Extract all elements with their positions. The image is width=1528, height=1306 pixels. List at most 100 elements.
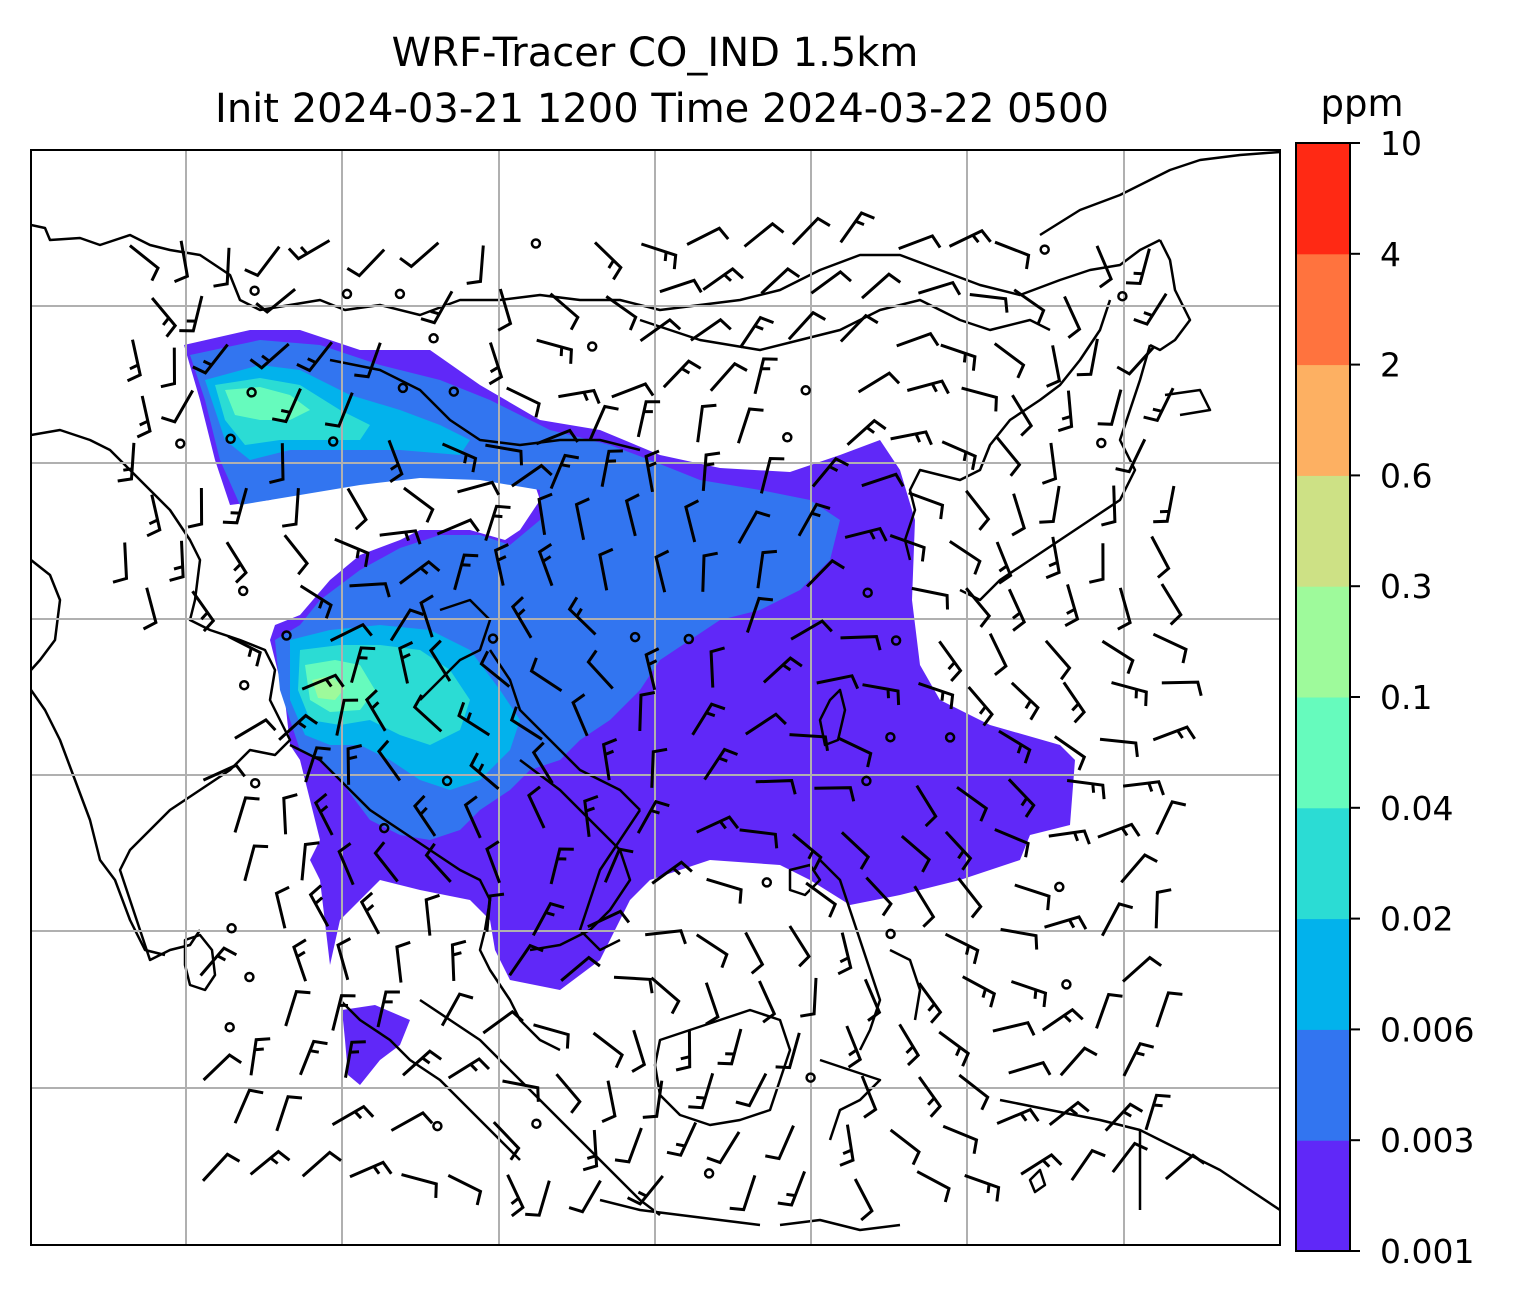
wind-barb xyxy=(898,1023,921,1067)
calm-wind-marker xyxy=(530,238,542,249)
wind-barb xyxy=(271,387,302,424)
wind-barb xyxy=(376,739,402,782)
wind-barb xyxy=(840,831,871,870)
wind-barb xyxy=(424,842,452,883)
calm-wind-marker xyxy=(885,928,896,940)
wind-barb xyxy=(1020,1152,1063,1176)
wind-barb xyxy=(1013,288,1046,324)
calm-wind-marker xyxy=(629,631,641,643)
wind-barb xyxy=(508,943,544,977)
calm-wind-marker xyxy=(225,433,236,445)
wind-barb xyxy=(395,940,411,983)
wind-barb xyxy=(739,828,779,849)
wind-barb xyxy=(275,1095,303,1132)
wind-barb xyxy=(1095,992,1123,1029)
wind-barb xyxy=(485,443,523,466)
wind-barb xyxy=(567,596,597,636)
wind-barb xyxy=(1161,680,1203,697)
wind-barb xyxy=(126,339,142,383)
colorbar-tick-label: 0.6 xyxy=(1380,456,1432,495)
wind-barb xyxy=(1152,632,1188,664)
wind-barb xyxy=(537,492,553,536)
colorbar-tick-label: 0.1 xyxy=(1380,678,1432,717)
wind-barb xyxy=(142,587,158,631)
wind-barb xyxy=(911,586,949,610)
wind-barb xyxy=(948,540,982,575)
wind-barb xyxy=(845,1025,863,1069)
wind-barb xyxy=(814,786,856,802)
wind-barb xyxy=(525,1180,551,1217)
calm-wind-marker xyxy=(761,877,773,888)
calm-wind-marker xyxy=(944,732,956,743)
wind-barb xyxy=(1125,248,1151,286)
wind-barb xyxy=(736,407,764,444)
wind-barb xyxy=(283,534,310,576)
wind-barb xyxy=(743,221,785,248)
wind-barb xyxy=(890,430,933,446)
wind-barb xyxy=(1053,735,1087,771)
wind-barb xyxy=(1000,927,1039,950)
wind-barb xyxy=(917,982,943,1024)
wind-barb xyxy=(389,608,424,642)
wind-barb xyxy=(593,241,623,281)
wind-barb xyxy=(555,1073,582,1114)
wind-barb xyxy=(636,400,661,438)
calm-wind-marker xyxy=(244,971,255,983)
calm-wind-marker xyxy=(890,635,902,646)
calm-wind-marker xyxy=(428,333,439,344)
calm-wind-marker xyxy=(531,1118,542,1129)
calm-wind-marker xyxy=(487,633,499,644)
wind-barb xyxy=(509,706,543,741)
wind-barb xyxy=(558,388,601,405)
wind-barb xyxy=(227,634,262,667)
wind-barb xyxy=(1133,292,1168,326)
wind-barb xyxy=(390,1111,434,1132)
wind-barb xyxy=(1007,588,1027,632)
map-panel xyxy=(31,150,1280,1245)
wind-barb xyxy=(364,689,387,732)
title-line-1: WRF-Tracer CO_IND 1.5km xyxy=(392,30,919,76)
wind-barb xyxy=(1066,779,1106,800)
colorbar-tick-label: 2 xyxy=(1380,346,1401,385)
wind-barb xyxy=(346,744,363,785)
wind-barb xyxy=(729,1174,757,1212)
wind-barb xyxy=(269,443,285,485)
tracer-band-0001-south xyxy=(342,1005,410,1085)
wind-barb xyxy=(1048,1100,1090,1126)
colorbar-tick-label: 0.001 xyxy=(1380,1232,1474,1271)
wind-barb xyxy=(331,1104,375,1126)
wind-barb xyxy=(292,938,308,982)
wind-barb xyxy=(792,833,823,871)
wind-barb xyxy=(642,1080,664,1119)
wind-barb xyxy=(1160,583,1183,626)
wind-barb xyxy=(233,1088,264,1124)
wind-barb xyxy=(857,371,901,394)
wind-barb xyxy=(1154,888,1172,929)
wind-barb xyxy=(484,504,511,542)
wind-barb xyxy=(301,673,345,691)
wind-barb xyxy=(688,1072,715,1110)
wind-barb xyxy=(234,717,277,740)
colorbar-tick-label: 0.3 xyxy=(1380,567,1432,606)
wind-barb xyxy=(401,1173,438,1198)
wind-barb xyxy=(915,784,938,828)
wind-barb xyxy=(583,794,599,837)
wind-barb xyxy=(331,994,356,1031)
wind-barb xyxy=(994,828,1030,858)
wind-barb xyxy=(651,860,693,885)
wind-barb xyxy=(457,480,501,496)
wind-barb xyxy=(675,1030,692,1072)
wind-barb xyxy=(436,518,480,536)
calm-wind-marker xyxy=(341,288,353,300)
wind-barb xyxy=(958,1073,990,1111)
wind-barb xyxy=(839,211,875,244)
wind-barb xyxy=(482,1009,524,1035)
wind-barb xyxy=(346,487,368,531)
wind-barb xyxy=(287,239,331,261)
wind-barb xyxy=(350,646,376,684)
wind-barb xyxy=(996,1107,1040,1125)
wind-barb xyxy=(485,840,502,884)
wind-barb xyxy=(941,440,977,471)
wind-barb xyxy=(1101,639,1135,675)
wind-barb xyxy=(173,240,190,283)
